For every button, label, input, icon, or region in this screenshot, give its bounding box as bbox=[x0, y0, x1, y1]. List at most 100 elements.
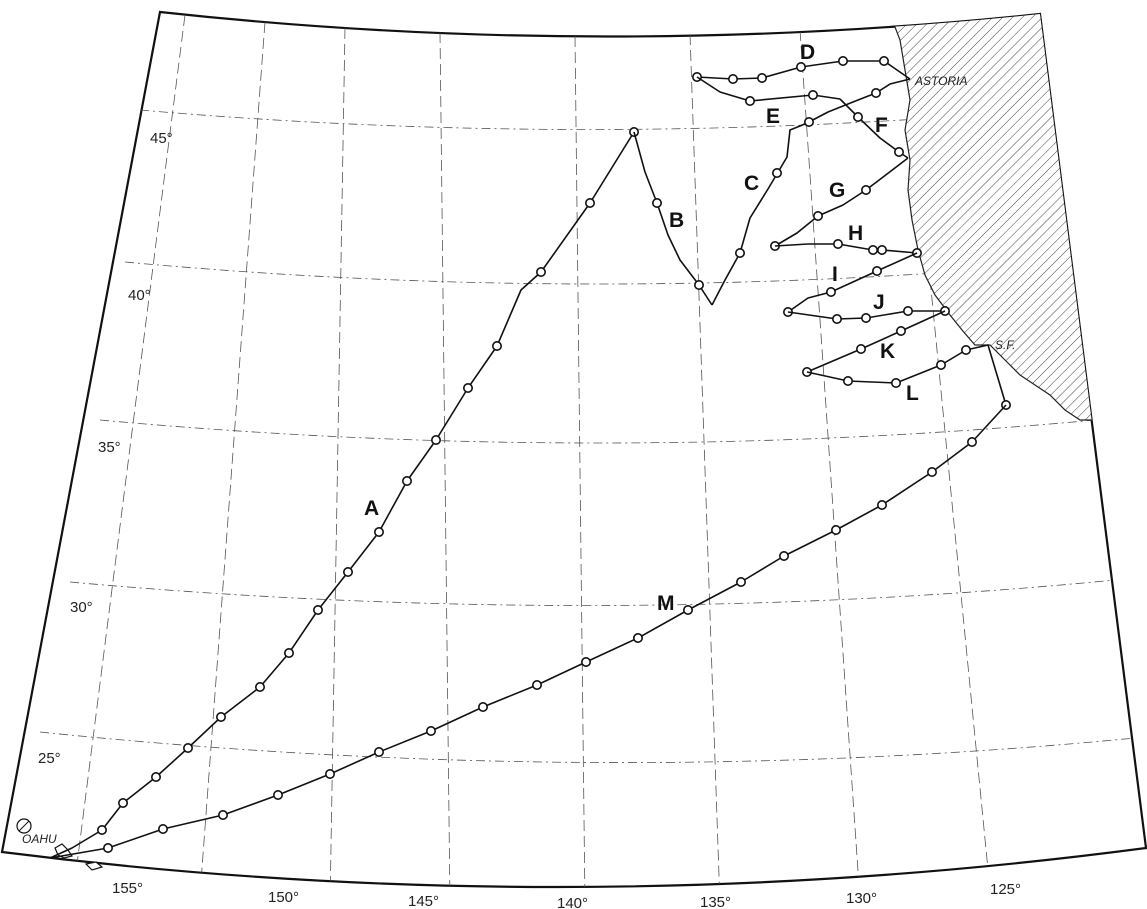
track-h-station bbox=[867, 245, 878, 256]
track-label-c: C bbox=[744, 172, 759, 195]
track-e-station bbox=[744, 96, 755, 107]
track-a-station bbox=[183, 742, 194, 753]
lat-30-line bbox=[69, 579, 1116, 606]
track-a-line bbox=[49, 131, 635, 859]
track-j bbox=[787, 305, 950, 324]
place-label-astoria: ASTORIA bbox=[914, 74, 967, 88]
lat-label-35: 35° bbox=[98, 439, 121, 456]
track-c bbox=[711, 78, 911, 306]
track-label-k: K bbox=[880, 340, 895, 363]
lon-140-line bbox=[439, 31, 451, 888]
track-labels: A B C D E F G H I J K L M bbox=[364, 41, 919, 615]
track-m-station bbox=[830, 524, 841, 535]
track-m-station bbox=[531, 679, 542, 690]
track-j-station bbox=[860, 312, 871, 323]
lat-40-line bbox=[124, 261, 1076, 285]
track-m-station bbox=[103, 842, 114, 853]
track-a-station bbox=[312, 604, 323, 615]
track-j-station bbox=[902, 305, 913, 316]
track-h-line bbox=[774, 243, 918, 254]
track-m-station bbox=[218, 809, 229, 820]
lon-150-line bbox=[199, 21, 266, 888]
track-m-station bbox=[632, 632, 643, 643]
lon-label-145: 145° bbox=[408, 893, 439, 909]
lon-label-155: 155° bbox=[112, 880, 143, 897]
track-f-station bbox=[852, 112, 863, 123]
lon-label-140: 140° bbox=[557, 895, 588, 909]
track-f-station bbox=[893, 147, 904, 158]
track-a-station bbox=[373, 526, 384, 537]
track-d bbox=[691, 55, 911, 85]
track-l-station bbox=[842, 375, 853, 386]
lat-35-line bbox=[99, 419, 1096, 444]
lon-125-line bbox=[799, 29, 861, 888]
track-b-station bbox=[651, 198, 662, 209]
track-a-station bbox=[462, 382, 473, 393]
track-a-station bbox=[118, 797, 129, 808]
track-m-station bbox=[324, 768, 335, 779]
lat-label-30: 30° bbox=[70, 599, 93, 616]
track-a-station bbox=[151, 771, 162, 782]
place-label-oahu: OAHU bbox=[22, 832, 57, 846]
track-d-station bbox=[837, 55, 848, 66]
track-label-e: E bbox=[766, 105, 780, 128]
track-a-station bbox=[401, 475, 412, 486]
place-label-san-francisco: S.F. bbox=[995, 338, 1015, 352]
lon-130-line bbox=[689, 33, 721, 888]
lon-145-line bbox=[329, 27, 346, 888]
lon-label-130: 130° bbox=[846, 890, 877, 907]
track-a-station bbox=[255, 681, 266, 692]
lat-label-40: 40° bbox=[128, 287, 151, 304]
track-h bbox=[774, 239, 922, 259]
track-d-station bbox=[756, 73, 767, 84]
track-c-station bbox=[734, 248, 745, 259]
track-j-station bbox=[831, 313, 842, 324]
track-l-station bbox=[960, 344, 971, 355]
latitude-labels: 45° 40° 35° 30° 25° bbox=[38, 130, 173, 767]
map-frame bbox=[0, 10, 1147, 889]
track-label-m: M bbox=[657, 592, 675, 615]
track-l-station bbox=[935, 359, 946, 370]
track-a-station bbox=[283, 647, 294, 658]
track-m-station bbox=[966, 436, 977, 447]
latitude-gridlines bbox=[39, 107, 1136, 763]
track-b bbox=[633, 131, 713, 306]
track-a-station bbox=[430, 434, 441, 445]
lon-label-125: 125° bbox=[990, 881, 1021, 898]
track-m-station bbox=[926, 466, 937, 477]
longitude-labels: 155° 150° 145° 140° 135° 130° 125° bbox=[112, 880, 1021, 909]
track-k-station bbox=[855, 343, 866, 354]
track-g-station bbox=[860, 185, 871, 196]
lon-135-line bbox=[574, 35, 586, 888]
track-l-station bbox=[890, 377, 901, 388]
track-c-station bbox=[771, 168, 782, 179]
track-m-line bbox=[49, 404, 1007, 859]
track-g-line bbox=[774, 157, 909, 247]
lon-155-line bbox=[74, 14, 186, 881]
track-label-i: I bbox=[832, 263, 838, 286]
track-a bbox=[49, 127, 639, 859]
track-i bbox=[782, 252, 918, 317]
track-k-station bbox=[895, 325, 906, 336]
track-m-station bbox=[735, 576, 746, 587]
track-label-f: F bbox=[875, 114, 888, 137]
track-a-station bbox=[535, 266, 546, 277]
track-k-line bbox=[806, 310, 946, 373]
track-m-station bbox=[477, 701, 488, 712]
track-d-station bbox=[878, 55, 889, 66]
track-a-station bbox=[216, 711, 227, 722]
lon-label-150: 150° bbox=[268, 889, 299, 906]
track-m-station bbox=[272, 789, 283, 800]
lon-label-135: 135° bbox=[700, 894, 731, 909]
molokai-island bbox=[84, 861, 104, 871]
track-b-station bbox=[693, 279, 704, 290]
track-label-l: L bbox=[906, 382, 919, 405]
track-e-station bbox=[807, 90, 818, 101]
track-g-station bbox=[812, 211, 823, 222]
track-m-station bbox=[425, 725, 436, 736]
track-h-station bbox=[832, 239, 843, 250]
track-d-station bbox=[795, 61, 806, 72]
track-i-station bbox=[825, 286, 836, 297]
track-m bbox=[49, 404, 1007, 859]
